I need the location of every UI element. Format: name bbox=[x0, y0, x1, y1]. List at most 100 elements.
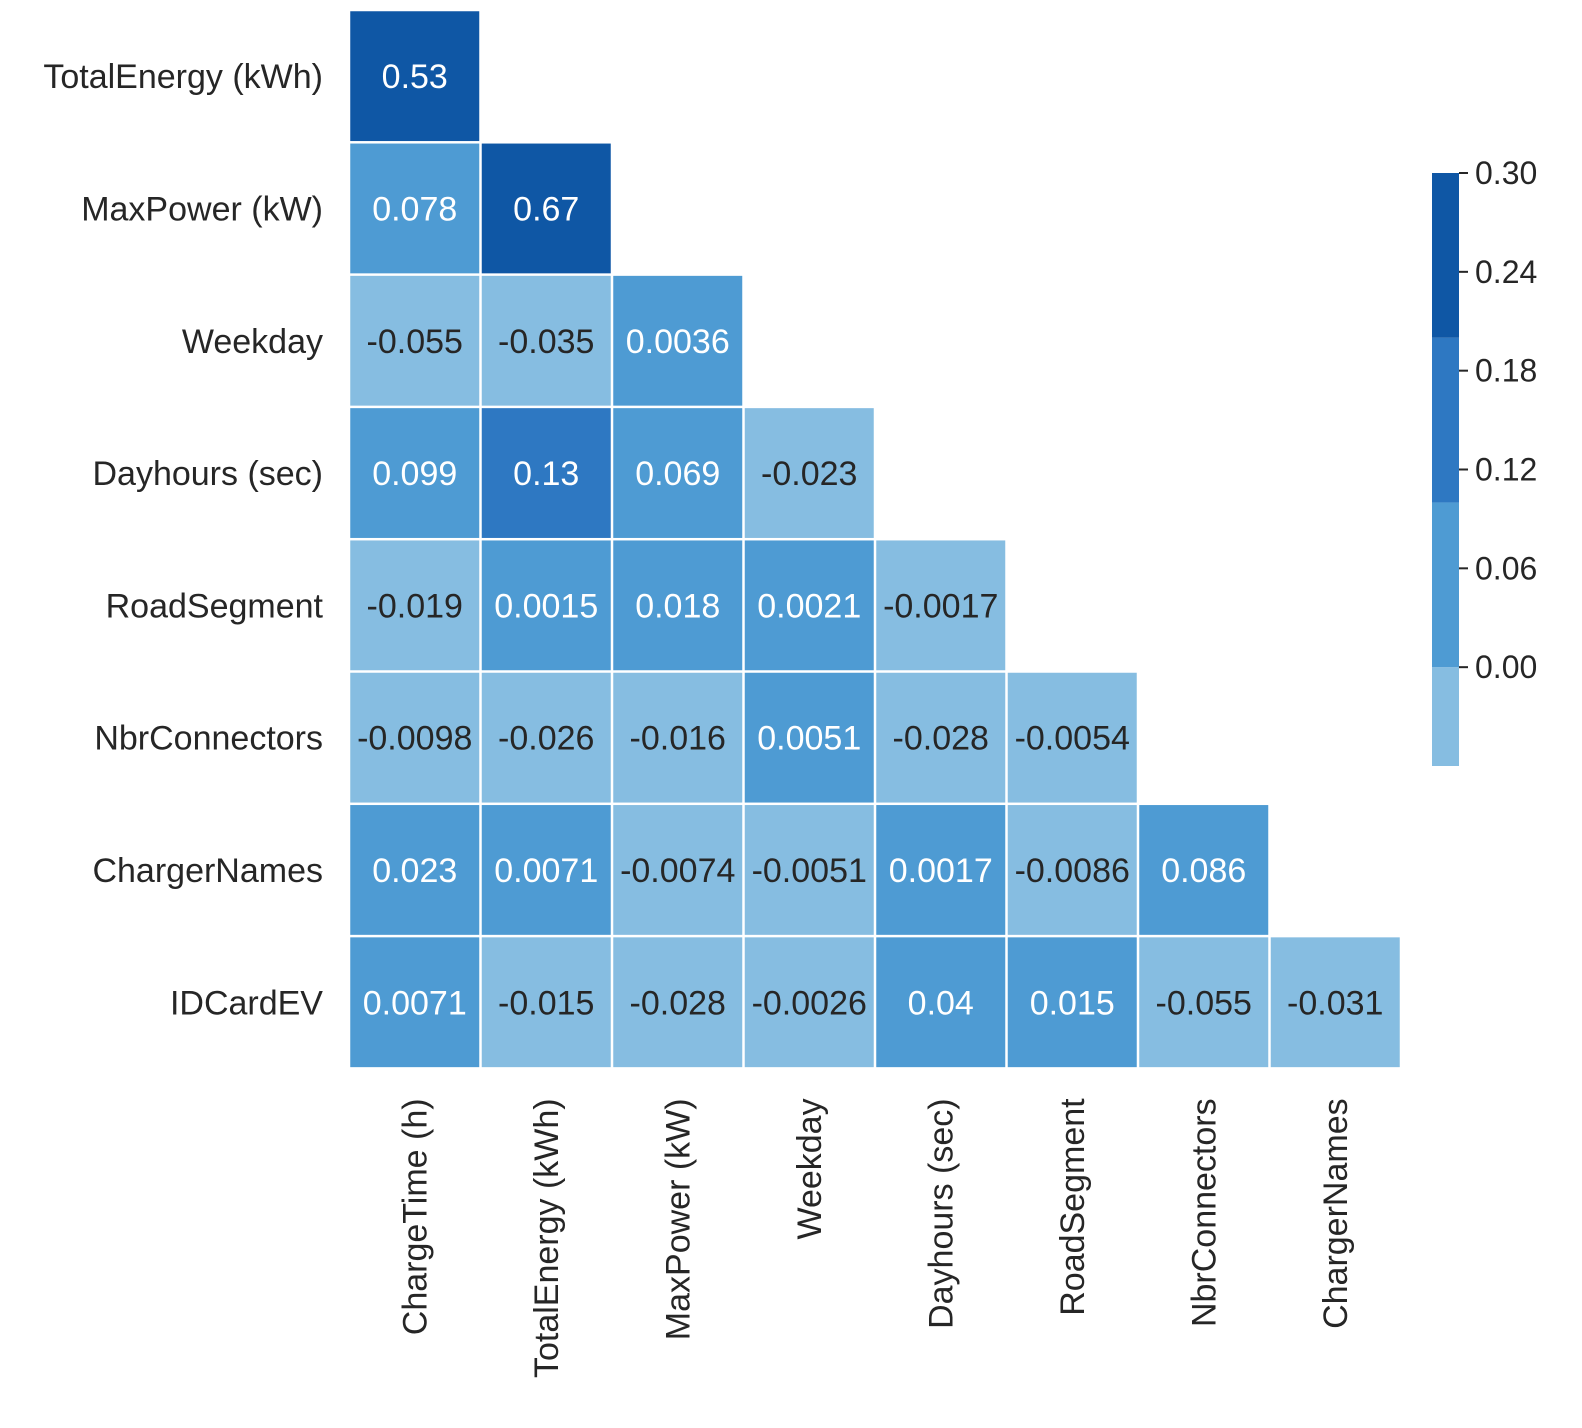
colorbar-tick-label: 0.30 bbox=[1475, 155, 1537, 191]
heatmap-cell bbox=[613, 540, 743, 671]
cell-value-label: 0.0017 bbox=[889, 852, 993, 890]
colorbar-tick-label: 0.00 bbox=[1475, 649, 1537, 685]
heatmap-cell bbox=[744, 408, 874, 538]
heatmap-cell bbox=[481, 275, 611, 406]
cell-value-label: -0.0017 bbox=[883, 587, 998, 625]
cell-value-label: 0.53 bbox=[382, 58, 448, 96]
cell-value-label: -0.028 bbox=[630, 984, 726, 1022]
cell-value-label: 0.086 bbox=[1161, 852, 1246, 890]
cell-value-label: -0.016 bbox=[630, 720, 726, 758]
column-tick-label: Weekday bbox=[791, 1098, 829, 1239]
colorbar-segment bbox=[1432, 502, 1459, 668]
cell-value-label: 0.015 bbox=[1030, 984, 1115, 1022]
heatmap-cell bbox=[744, 937, 874, 1068]
colorbar: 0.30 0.24 0.18 0.12 0.06 0.00 bbox=[1432, 155, 1537, 766]
cell-value-label: 0.04 bbox=[908, 984, 974, 1022]
heatmap-cell bbox=[613, 937, 743, 1068]
colorbar-tick-label: 0.18 bbox=[1475, 353, 1537, 389]
heatmap-cell bbox=[350, 275, 480, 406]
heatmap-cell bbox=[481, 540, 611, 671]
heatmap-cell bbox=[481, 408, 611, 538]
cell-value-label: 0.018 bbox=[635, 587, 720, 625]
cell-value-label: 0.0036 bbox=[626, 323, 730, 361]
heatmap-cells: 0.53 0.078 0.67 -0.055 -0.035 0.0036 0.099 0.13… bbox=[350, 11, 1400, 1068]
row-tick-label: IDCardEV bbox=[170, 984, 323, 1022]
row-tick-label: RoadSegment bbox=[106, 587, 324, 625]
heatmap-cell bbox=[350, 805, 480, 935]
cell-value-label: 0.0071 bbox=[494, 852, 598, 890]
colorbar-segment bbox=[1432, 667, 1459, 766]
column-tick-label: ChargeTime (h) bbox=[397, 1098, 435, 1335]
cell-value-label: 0.0015 bbox=[494, 587, 598, 625]
heatmap-cell bbox=[350, 672, 480, 803]
cell-value-label: 0.0051 bbox=[757, 720, 861, 758]
heatmap-cell bbox=[1007, 672, 1137, 803]
cell-value-label: -0.028 bbox=[893, 720, 989, 758]
cell-value-label: -0.055 bbox=[1156, 984, 1252, 1022]
column-tick-label: RoadSegment bbox=[1054, 1098, 1092, 1316]
cell-value-label: -0.0098 bbox=[357, 720, 472, 758]
row-tick-label: NbrConnectors bbox=[94, 720, 323, 758]
heatmap-cell bbox=[481, 805, 611, 935]
cell-value-label: -0.035 bbox=[498, 323, 594, 361]
heatmap-cell bbox=[350, 143, 480, 274]
column-tick-label: TotalEnergy (kWh) bbox=[528, 1098, 566, 1378]
cell-value-label: -0.0026 bbox=[752, 984, 867, 1022]
cell-value-label: -0.0074 bbox=[620, 852, 735, 890]
heatmap-cell bbox=[481, 672, 611, 803]
cell-value-label: -0.023 bbox=[761, 455, 857, 493]
heatmap-cell bbox=[1139, 805, 1269, 935]
cell-value-label: -0.0051 bbox=[752, 852, 867, 890]
heatmap-cell bbox=[481, 143, 611, 274]
heatmap-cell bbox=[876, 937, 1006, 1068]
cell-value-label: -0.0054 bbox=[1015, 720, 1130, 758]
cell-value-label: -0.031 bbox=[1287, 984, 1383, 1022]
colorbar-segment bbox=[1432, 173, 1459, 338]
heatmap-cell bbox=[876, 805, 1006, 935]
cell-value-label: -0.026 bbox=[498, 720, 594, 758]
cell-value-label: 0.069 bbox=[635, 455, 720, 493]
row-tick-label: Weekday bbox=[182, 323, 323, 361]
column-tick-label: Dayhours (sec) bbox=[923, 1098, 961, 1329]
heatmap-cell bbox=[1007, 805, 1137, 935]
heatmap-cell bbox=[876, 672, 1006, 803]
column-tick-label: NbrConnectors bbox=[1186, 1098, 1224, 1327]
cell-value-label: 0.099 bbox=[372, 455, 457, 493]
cell-value-label: -0.055 bbox=[367, 323, 463, 361]
colorbar-tick-label: 0.06 bbox=[1475, 550, 1537, 586]
row-tick-label: ChargerNames bbox=[92, 852, 323, 890]
heatmap-cell bbox=[613, 805, 743, 935]
colorbar-tick-label: 0.12 bbox=[1475, 452, 1537, 488]
cell-value-label: 0.13 bbox=[513, 455, 579, 493]
row-tick-label: MaxPower (kW) bbox=[81, 190, 323, 228]
column-labels: ChargeTime (h) TotalEnergy (kWh) MaxPower … bbox=[397, 1098, 1356, 1378]
heatmap-cell bbox=[744, 540, 874, 671]
cell-value-label: 0.078 bbox=[372, 190, 457, 228]
colorbar-segment bbox=[1432, 337, 1459, 503]
heatmap-cell bbox=[744, 672, 874, 803]
heatmap-cell bbox=[350, 11, 480, 142]
heatmap-cell bbox=[1007, 937, 1137, 1068]
colorbar-tick-label: 0.24 bbox=[1475, 254, 1537, 290]
column-tick-label: ChargerNames bbox=[1317, 1098, 1355, 1329]
cell-value-label: 0.67 bbox=[513, 190, 579, 228]
cell-value-label: -0.0086 bbox=[1015, 852, 1130, 890]
column-tick-label: MaxPower (kW) bbox=[660, 1098, 698, 1340]
row-labels: TotalEnergy (kWh) MaxPower (kW) Weekday Day… bbox=[43, 58, 323, 1022]
heatmap-cell bbox=[876, 540, 1006, 671]
cell-value-label: -0.015 bbox=[498, 984, 594, 1022]
heatmap-cell bbox=[350, 937, 480, 1068]
cell-value-label: 0.0071 bbox=[363, 984, 467, 1022]
heatmap-cell bbox=[350, 540, 480, 671]
cell-value-label: -0.019 bbox=[367, 587, 463, 625]
heatmap-cell bbox=[1139, 937, 1269, 1068]
heatmap-cell bbox=[613, 672, 743, 803]
cell-value-label: 0.0021 bbox=[757, 587, 861, 625]
heatmap-cell bbox=[744, 805, 874, 935]
row-tick-label: Dayhours (sec) bbox=[92, 455, 323, 493]
heatmap-cell bbox=[481, 937, 611, 1068]
heatmap-cell bbox=[613, 275, 743, 406]
row-tick-label: TotalEnergy (kWh) bbox=[43, 58, 323, 96]
heatmap-cell bbox=[350, 408, 480, 538]
